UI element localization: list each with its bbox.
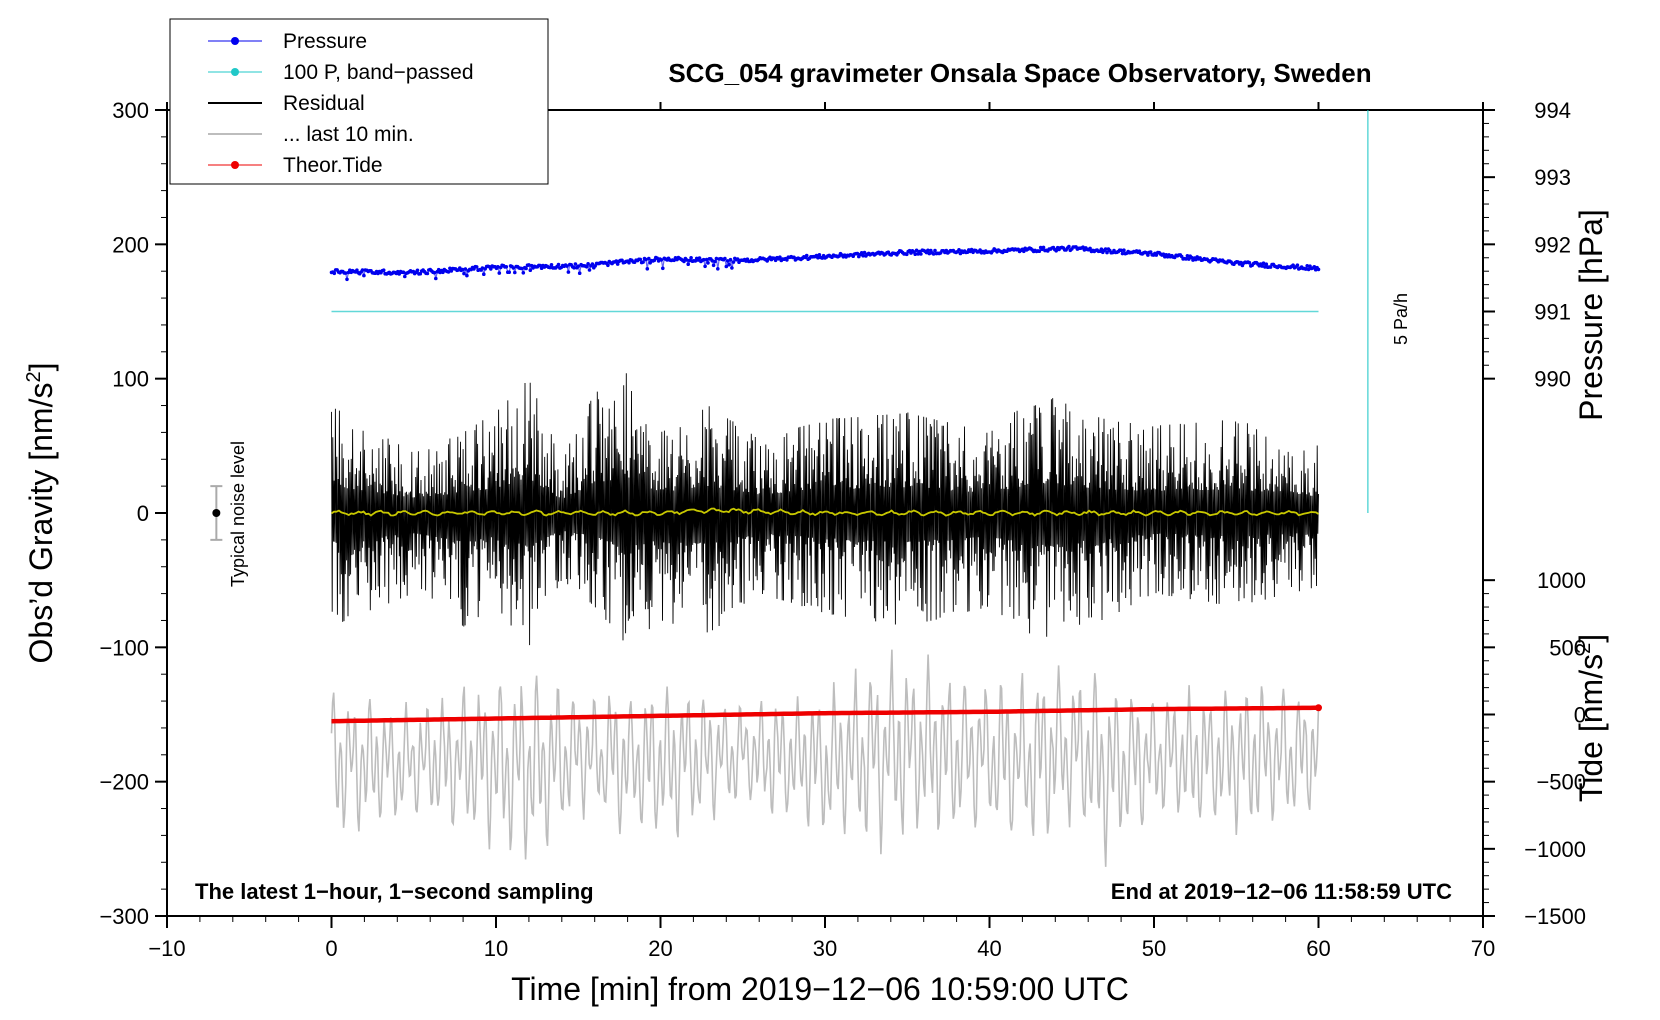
y-axis-tide-label-main: Tide [nm/s xyxy=(1573,654,1609,802)
theor-tide-line xyxy=(331,705,1319,724)
x-axis-label: Time [min] from 2019−12−06 10:59:00 UTC xyxy=(511,971,1129,1007)
x-tick-label: 60 xyxy=(1306,936,1330,961)
y-axis-left-label-sup: 2 xyxy=(23,371,45,382)
series-theor-tide xyxy=(331,704,1322,724)
x-tick-label: 70 xyxy=(1471,936,1495,961)
y-axis-pressure: 990 991 992 993 994 xyxy=(1483,98,1571,392)
x-tick-label: 50 xyxy=(1142,936,1166,961)
x-tick-label: −10 xyxy=(148,936,185,961)
y-tick-label: 300 xyxy=(112,98,149,123)
sampling-note: The latest 1−hour, 1−second sampling xyxy=(195,879,594,904)
noise-level-label: Typical noise level xyxy=(228,441,248,587)
series-band-passed-residual xyxy=(330,507,1319,517)
end-time-note: End at 2019−12−06 11:58:59 UTC xyxy=(1111,879,1452,904)
chart-title: SCG_054 gravimeter Onsala Space Observat… xyxy=(668,58,1371,88)
y-axis-tide-label: Tide [nm/s2] xyxy=(1573,634,1609,802)
y-axis-tide-label-sup: 2 xyxy=(1573,643,1595,654)
tide-tick-label: 0 xyxy=(1574,703,1586,728)
series-layer xyxy=(329,244,1322,867)
noise-center-dot xyxy=(212,509,221,517)
legend-marker xyxy=(231,37,239,45)
tide-tick-label: 500 xyxy=(1549,635,1586,660)
x-tick-label: 0 xyxy=(325,936,337,961)
pressure-line xyxy=(331,245,1319,280)
tide-tick-label: 1000 xyxy=(1537,568,1586,593)
y-tick-label: 0 xyxy=(137,501,149,526)
pressure-tick-label: 991 xyxy=(1534,300,1571,325)
legend-label: Theor.Tide xyxy=(283,154,383,177)
legend-marker xyxy=(231,161,239,169)
y-tick-label: 100 xyxy=(112,367,149,392)
legend-box xyxy=(169,18,549,185)
y-tick-label: −200 xyxy=(99,770,149,795)
y-tick-label: −100 xyxy=(99,635,149,660)
legend-label: 100 P, band−passed xyxy=(283,61,474,84)
series-pressure xyxy=(329,244,1321,282)
y-tick-label: −300 xyxy=(99,904,149,929)
pressure-tick-label: 992 xyxy=(1534,232,1571,257)
y-axis-pressure-label: Pressure [hPa] xyxy=(1573,209,1609,421)
pressure-tick-label: 990 xyxy=(1534,367,1571,392)
pressure-tick-label: 993 xyxy=(1534,165,1571,190)
x-tick-label: 30 xyxy=(813,936,837,961)
tide-tick-label: −1500 xyxy=(1524,904,1586,929)
tide-tick-label: −500 xyxy=(1536,770,1586,795)
theor-tide-end-point xyxy=(1315,704,1322,712)
scale-bar-label: 5 Pa/h xyxy=(1391,293,1411,345)
y-axis-left-label: Obs’d Gravity [nm/s2] xyxy=(23,363,59,664)
tide-tick-label: −1000 xyxy=(1524,837,1586,862)
y-axis-gravity: −300 −200 −100 0 100 200 300 xyxy=(99,98,167,929)
legend: Pressure 100 P, band−passed Residual ... la… xyxy=(169,18,549,185)
y-axis-tide: −1500 −1000 −500 0 500 1000 xyxy=(1483,568,1586,929)
series-residual xyxy=(331,373,1319,646)
x-axis: −10 0 10 20 30 40 50 60 70 xyxy=(148,102,1495,961)
y-axis-left-label-close: ] xyxy=(23,363,59,372)
series-last-10-min xyxy=(330,649,1320,867)
x-tick-label: 20 xyxy=(648,936,672,961)
y-tick-label: 200 xyxy=(112,232,149,257)
y-axis-left-label-main: Obs’d Gravity [nm/s xyxy=(23,383,59,664)
noise-level-indicator xyxy=(210,485,223,541)
y-axis-tide-label-close: ] xyxy=(1573,634,1609,643)
legend-label: Residual xyxy=(283,92,365,115)
x-tick-label: 40 xyxy=(977,936,1001,961)
x-tick-label: 10 xyxy=(484,936,508,961)
legend-label: Pressure xyxy=(283,30,367,53)
legend-label: ... last 10 min. xyxy=(283,123,414,146)
pressure-tick-label: 994 xyxy=(1534,98,1571,123)
legend-marker xyxy=(231,68,239,76)
